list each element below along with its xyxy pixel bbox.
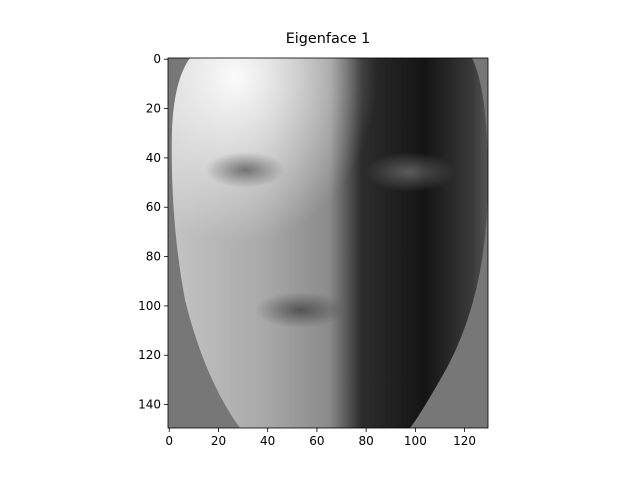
x-tick-label: 40 (260, 434, 275, 448)
x-tick-label: 0 (165, 434, 173, 448)
chart-title: Eigenface 1 (286, 31, 371, 47)
x-tick-label: 60 (309, 434, 324, 448)
axes-frame (167, 57, 489, 429)
y-tick-label: 60 (146, 200, 161, 214)
y-tick-label: 20 (146, 102, 161, 116)
y-tick-label: 100 (138, 299, 161, 313)
y-tick-label: 40 (146, 151, 161, 165)
x-tick-label: 80 (359, 434, 374, 448)
y-tick-label: 120 (138, 348, 161, 362)
y-tick-label: 0 (153, 52, 161, 66)
y-tick-label: 80 (146, 250, 161, 264)
y-tick-label: 140 (138, 398, 161, 412)
image (168, 58, 488, 428)
x-tick-label: 120 (453, 434, 476, 448)
x-tick-label: 20 (211, 434, 226, 448)
x-tick-label: 100 (404, 434, 427, 448)
